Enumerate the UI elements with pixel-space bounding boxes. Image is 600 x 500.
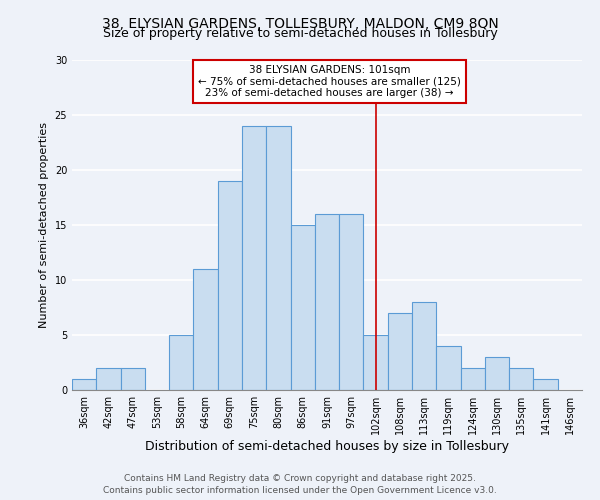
- Bar: [412, 302, 436, 390]
- Bar: [193, 269, 218, 390]
- Bar: [218, 181, 242, 390]
- Text: Contains HM Land Registry data © Crown copyright and database right 2025.
Contai: Contains HM Land Registry data © Crown c…: [103, 474, 497, 495]
- Bar: [121, 368, 145, 390]
- Bar: [290, 225, 315, 390]
- Bar: [388, 313, 412, 390]
- Y-axis label: Number of semi-detached properties: Number of semi-detached properties: [39, 122, 49, 328]
- Bar: [364, 335, 388, 390]
- Bar: [485, 357, 509, 390]
- Text: 38, ELYSIAN GARDENS, TOLLESBURY, MALDON, CM9 8QN: 38, ELYSIAN GARDENS, TOLLESBURY, MALDON,…: [101, 18, 499, 32]
- Bar: [242, 126, 266, 390]
- Bar: [72, 379, 96, 390]
- Bar: [339, 214, 364, 390]
- Bar: [266, 126, 290, 390]
- Bar: [436, 346, 461, 390]
- Bar: [96, 368, 121, 390]
- Text: Size of property relative to semi-detached houses in Tollesbury: Size of property relative to semi-detach…: [103, 28, 497, 40]
- Bar: [533, 379, 558, 390]
- Bar: [461, 368, 485, 390]
- X-axis label: Distribution of semi-detached houses by size in Tollesbury: Distribution of semi-detached houses by …: [145, 440, 509, 452]
- Bar: [169, 335, 193, 390]
- Bar: [315, 214, 339, 390]
- Text: 38 ELYSIAN GARDENS: 101sqm
← 75% of semi-detached houses are smaller (125)
23% o: 38 ELYSIAN GARDENS: 101sqm ← 75% of semi…: [198, 65, 461, 98]
- Bar: [509, 368, 533, 390]
